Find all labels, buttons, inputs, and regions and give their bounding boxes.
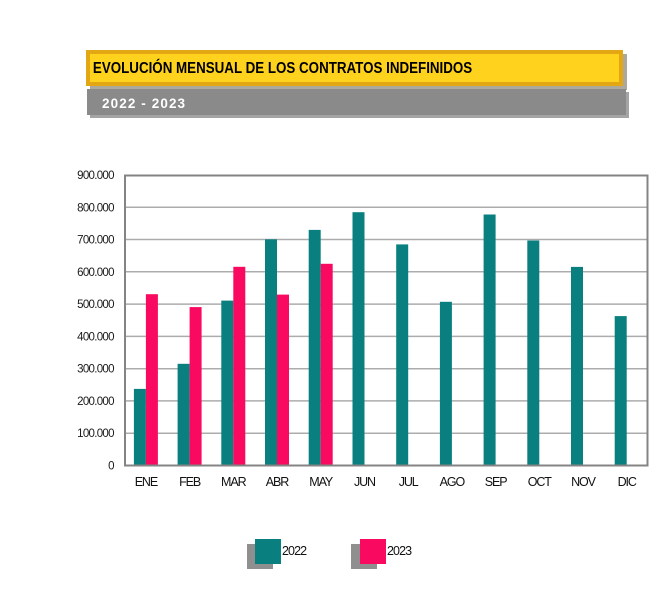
- svg-text:800.000: 800.000: [77, 202, 114, 214]
- svg-text:FEB: FEB: [179, 475, 201, 489]
- svg-text:200.000: 200.000: [77, 396, 114, 408]
- svg-text:500.000: 500.000: [77, 299, 114, 311]
- svg-text:JUN: JUN: [354, 475, 376, 489]
- svg-text:700.000: 700.000: [77, 235, 114, 247]
- svg-text:300.000: 300.000: [77, 364, 114, 376]
- svg-text:MAY: MAY: [309, 475, 334, 489]
- svg-text:MAR: MAR: [221, 475, 247, 489]
- svg-text:900.000: 900.000: [77, 170, 114, 182]
- svg-text:0: 0: [108, 461, 114, 473]
- svg-text:OCT: OCT: [528, 475, 553, 489]
- svg-text:ENE: ENE: [135, 475, 158, 489]
- svg-text:AGO: AGO: [440, 475, 466, 489]
- svg-text:600.000: 600.000: [77, 267, 114, 279]
- svg-text:NOV: NOV: [571, 475, 597, 489]
- svg-text:400.000: 400.000: [77, 331, 114, 343]
- svg-text:ABR: ABR: [266, 475, 289, 489]
- svg-text:SEP: SEP: [485, 475, 507, 489]
- svg-text:100.000: 100.000: [77, 428, 114, 440]
- svg-text:JUL: JUL: [399, 475, 419, 489]
- svg-text:DIC: DIC: [618, 475, 637, 489]
